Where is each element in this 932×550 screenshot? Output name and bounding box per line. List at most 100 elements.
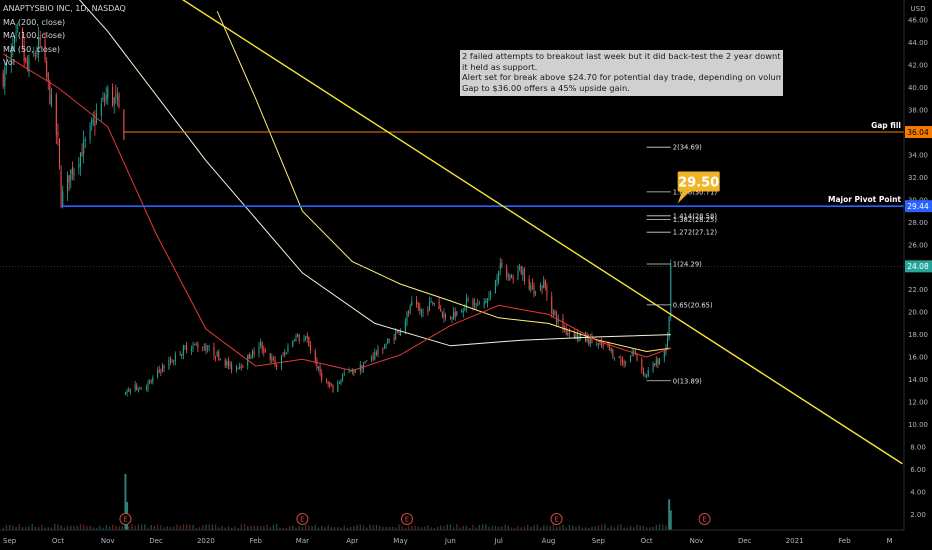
moving-average-line	[2, 53, 671, 372]
candle-body	[612, 348, 614, 357]
x-tick-label: Feb	[250, 537, 263, 545]
y-tick-label: 40.00	[908, 84, 928, 92]
candle-body	[105, 95, 107, 101]
volume-bar	[34, 526, 37, 530]
candle-body	[83, 140, 85, 154]
indicator-volume[interactable]: Vol	[3, 58, 15, 67]
volume-bar	[652, 526, 654, 530]
candle	[621, 356, 624, 367]
candle	[634, 348, 636, 356]
candle-body	[613, 357, 615, 359]
volume-bar	[472, 524, 474, 530]
candle-body	[235, 366, 237, 371]
volume-bar	[99, 525, 101, 530]
candle	[102, 92, 104, 103]
candle-body	[67, 175, 69, 194]
candle	[647, 367, 649, 378]
volume-bar	[263, 525, 265, 530]
volume-bar	[205, 524, 207, 530]
fibonacci-extension[interactable]: 2(34.69) 1.618(30.71) 1.414(28.58)1.382(28…	[646, 144, 718, 386]
x-tick-label: May	[393, 537, 407, 545]
earnings-marker-label: E	[300, 516, 304, 524]
x-axis[interactable]: Sep Oct Nov Dec 2020 Feb Mar Apr May Jun Jul Aug Sep…	[0, 529, 904, 550]
volume-bar	[44, 527, 46, 530]
candle	[641, 356, 643, 374]
volume-bar	[250, 525, 252, 530]
volume-bar	[481, 524, 484, 530]
candle	[25, 57, 27, 64]
candle	[646, 373, 648, 379]
candle-body	[642, 370, 644, 376]
volume-bar	[469, 527, 471, 530]
candle-body	[126, 390, 128, 393]
candle	[272, 355, 274, 362]
candle-body	[280, 355, 283, 368]
candle	[654, 363, 656, 367]
horizontal-levels[interactable]: Gap fill Major Pivot Point	[0, 121, 904, 267]
candle-body	[231, 364, 233, 371]
volume-bar	[298, 525, 300, 530]
volume-bar	[604, 524, 606, 530]
candle	[625, 360, 627, 367]
moving-average-line	[216, 10, 671, 353]
volume-bar	[54, 524, 56, 530]
candle-body	[298, 334, 300, 341]
candle	[17, 23, 19, 33]
candle-body	[557, 318, 559, 323]
candle	[551, 291, 553, 318]
annotation-note[interactable]: 2 failed attempts to breakout last week …	[460, 50, 783, 96]
candlesticks	[2, 23, 672, 397]
y-axis[interactable]: USD 2.00 4.00 6.00 8.00 10.00 12.00 14.00 16.00 1…	[903, 0, 932, 550]
candle-body	[174, 354, 176, 362]
volume-bar	[321, 526, 323, 530]
trendline[interactable]	[101, 0, 903, 465]
volume-bar	[185, 524, 188, 530]
volume-bar	[208, 524, 210, 530]
candle	[630, 355, 632, 363]
candle	[388, 338, 390, 344]
candle	[115, 84, 117, 104]
candle-body	[168, 359, 170, 368]
candle	[642, 367, 644, 377]
candle	[507, 272, 509, 282]
volume-bar	[128, 526, 130, 530]
callout-box	[677, 171, 720, 192]
volume-bar	[459, 527, 461, 530]
indicator-ma100[interactable]: MA (100, close)	[3, 31, 66, 40]
candle-body	[408, 312, 410, 314]
indicator-ma50[interactable]: MA (50, close)	[3, 44, 61, 54]
candle	[124, 391, 126, 395]
candle	[338, 380, 340, 385]
candle-body	[202, 346, 204, 349]
candle-body	[657, 359, 659, 365]
candle-body	[551, 296, 553, 313]
candle-body	[260, 343, 262, 346]
candle-body	[102, 97, 104, 100]
earnings-marker: E	[296, 513, 309, 525]
candle-body	[213, 346, 215, 356]
candle-body	[285, 352, 287, 354]
candle-body	[192, 345, 194, 349]
volume-bar	[9, 525, 11, 530]
x-tick-label: Dec	[738, 537, 752, 545]
candle-body	[533, 285, 535, 294]
candle-body	[271, 357, 273, 360]
indicator-ma200[interactable]: MA (200, close)	[3, 17, 66, 27]
candle-body	[10, 47, 12, 65]
x-tick-label: Feb	[838, 537, 851, 545]
volume-bar	[346, 527, 349, 530]
candle	[443, 308, 445, 323]
symbol-title[interactable]: ANAPTYSBIO INC, 1D, NASDAQ	[3, 4, 126, 13]
volume-bar	[86, 525, 88, 530]
candle-body	[667, 336, 669, 348]
candle-body	[118, 92, 120, 108]
candle-body	[406, 312, 408, 324]
fib-level-label: 1(24.29)	[673, 260, 702, 268]
candle-body	[451, 317, 453, 320]
candle	[462, 307, 464, 318]
candle-body	[123, 109, 125, 141]
y-tick-label: 46.00	[908, 17, 928, 25]
level-label: Gap fill	[871, 121, 901, 130]
